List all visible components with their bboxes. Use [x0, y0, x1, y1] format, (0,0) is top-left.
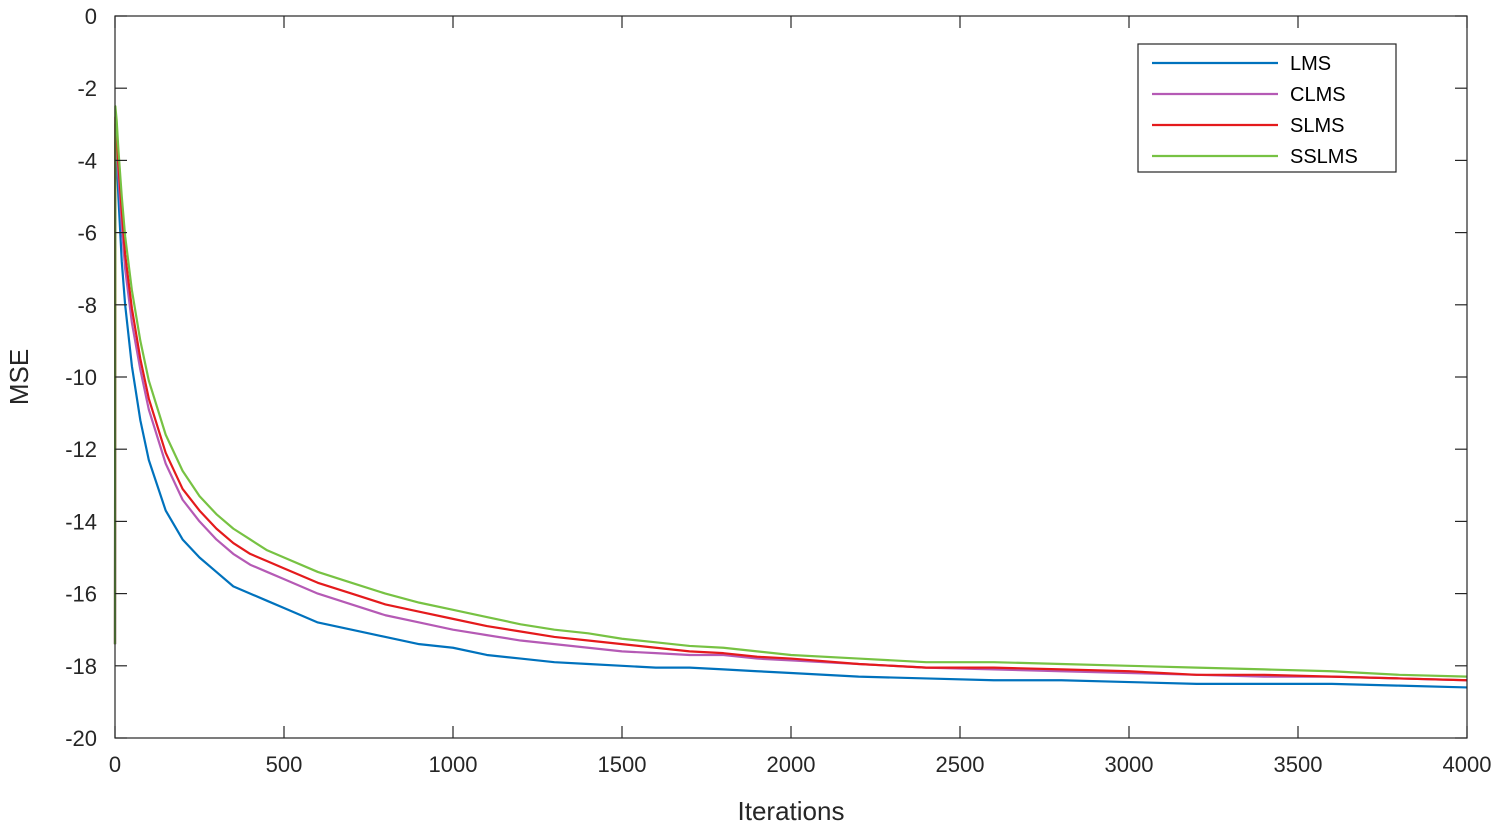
- legend: LMS CLMS SLMS SSLMS: [1137, 43, 1397, 173]
- series-line-clms: [113, 123, 1468, 682]
- legend-label-sslms: SSLMS: [1290, 146, 1358, 168]
- y-tick-label: 0: [85, 4, 97, 29]
- x-tick-label: 4000: [1443, 752, 1492, 777]
- y-tick-label: -6: [77, 221, 97, 246]
- y-tick-label: -2: [77, 76, 97, 101]
- y-tick-label: -16: [65, 582, 97, 607]
- legend-label-clms: CLMS: [1290, 84, 1346, 106]
- legend-box: [1137, 43, 1397, 173]
- tick-layer: 0 500 1000 1500 2000 2500 3000 3500 4000 0 -2 -4 -6 -…: [65, 4, 1491, 777]
- x-tick-label: 3500: [1274, 752, 1323, 777]
- series-line-sslms: [113, 105, 1468, 678]
- x-tick-label: 3000: [1105, 752, 1154, 777]
- x-tick-label: 1500: [598, 752, 647, 777]
- x-tick-label: 0: [109, 752, 121, 777]
- x-axis-label: Iterations: [738, 796, 845, 826]
- x-tick-label: 2500: [936, 752, 985, 777]
- y-axis-label: MSE: [4, 349, 34, 405]
- y-tick-label: -8: [77, 293, 97, 318]
- y-tick-label: -12: [65, 437, 97, 462]
- x-tick-label: 2000: [767, 752, 816, 777]
- y-tick-label: -18: [65, 654, 97, 679]
- y-tick-label: -20: [65, 726, 97, 751]
- x-tick-label: 1000: [429, 752, 478, 777]
- legend-label-slms: SLMS: [1290, 115, 1344, 137]
- y-tick-label: -10: [65, 365, 97, 390]
- series-line-slms: [113, 115, 1468, 682]
- series-layer: [113, 105, 1468, 689]
- y-tick-label: -4: [77, 148, 97, 173]
- x-tick-label: 500: [266, 752, 303, 777]
- y-tick-label: -14: [65, 509, 97, 534]
- legend-label-lms: LMS: [1290, 53, 1331, 75]
- series-line-lms: [113, 141, 1468, 689]
